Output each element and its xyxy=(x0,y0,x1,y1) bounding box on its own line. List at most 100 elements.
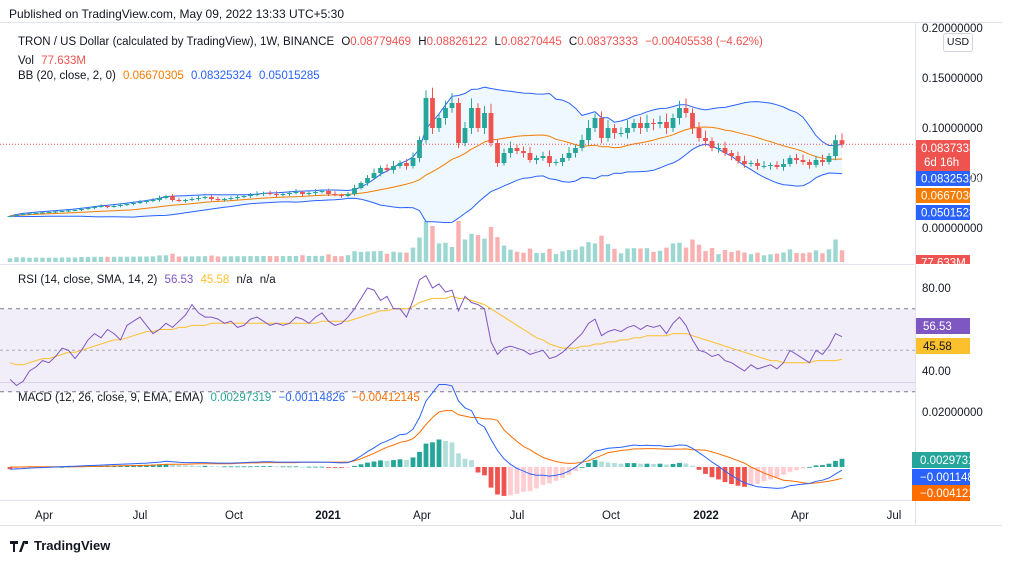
rsi-label: RSI (14, close, SMA, 14, 2) xyxy=(18,274,158,286)
macd-histogram-bar xyxy=(586,462,591,467)
macd-pane[interactable] xyxy=(7,384,845,496)
macd-histogram-bar xyxy=(540,467,546,485)
volume-label-badge: 77.633M xyxy=(921,258,966,270)
volume-legend[interactable]: Vol 77.633M xyxy=(18,55,90,67)
macd-histogram-bar xyxy=(384,460,390,467)
macd-histogram-bar xyxy=(462,458,468,468)
volume-bar xyxy=(157,255,162,262)
candle-body xyxy=(59,211,65,212)
macd-hist-label-bg xyxy=(912,452,970,468)
volume-bar xyxy=(196,256,201,262)
macd-legend[interactable]: MACD (12, 26, close, 9, EMA, EMA) 0.0029… xyxy=(18,392,424,404)
candle-body xyxy=(196,198,201,199)
tradingview-footer[interactable]: TradingView xyxy=(10,538,110,553)
macd-histogram-bar xyxy=(820,465,825,467)
macd-histogram-bar xyxy=(469,460,474,467)
rsi-tick-label: 80.00 xyxy=(922,283,951,295)
volume-bar xyxy=(579,246,585,262)
candle-body xyxy=(774,165,780,167)
bb-legend[interactable]: BB (20, close, 2, 0) 0.06670305 0.083253… xyxy=(18,70,324,82)
macd-histogram-bar xyxy=(183,465,188,467)
bb-lower-label-bg xyxy=(916,205,970,220)
time-tick-label: Jul xyxy=(510,510,525,522)
macd-histogram-bar xyxy=(358,464,364,468)
volume-bar xyxy=(53,257,58,262)
candle-body xyxy=(14,215,19,216)
macd-histogram-bar xyxy=(579,467,585,468)
volume-bar xyxy=(397,252,403,262)
candle-body xyxy=(378,168,383,173)
volume-bar xyxy=(631,248,637,262)
macd-histogram-bar xyxy=(833,460,838,467)
rsi-legend[interactable]: RSI (14, close, SMA, 14, 2) 56.53 45.58 … xyxy=(18,274,280,286)
volume-bar xyxy=(683,247,689,262)
macd-hist-value: 0.00297319 xyxy=(210,392,272,404)
time-tick-label: Oct xyxy=(225,510,244,522)
volume-bar xyxy=(228,256,234,262)
volume-bar xyxy=(553,254,559,262)
volume-bar xyxy=(7,258,13,262)
macd-histogram-bar xyxy=(787,467,793,472)
macd-histogram-bar xyxy=(839,458,845,467)
macd-histogram-bar xyxy=(443,440,448,467)
macd-histogram-bar xyxy=(488,467,494,488)
candle-body xyxy=(638,123,643,128)
chart-grid xyxy=(0,22,1002,526)
macd-histogram-bar xyxy=(475,467,481,473)
volume-bar xyxy=(742,252,747,262)
candle-body xyxy=(176,200,182,201)
candle-body xyxy=(111,206,117,207)
time-tick-label: Apr xyxy=(413,510,431,522)
main-legend[interactable]: TRON / US Dollar (calculated by TradingV… xyxy=(18,36,767,48)
volume-bar xyxy=(488,226,494,262)
price-axis[interactable]: 0.200000000.150000000.100000000.05000000… xyxy=(912,23,987,501)
volume-bar xyxy=(703,251,708,262)
volume-bar xyxy=(807,252,812,262)
volume-bar xyxy=(345,255,351,262)
candle-body xyxy=(397,163,403,166)
candle-body xyxy=(33,213,39,214)
candle-body xyxy=(365,178,370,183)
volume-bar xyxy=(280,256,286,262)
volume-bar xyxy=(293,255,299,262)
volume-bar xyxy=(709,247,715,262)
macd-histogram-bar xyxy=(748,467,754,485)
candle-body xyxy=(755,163,760,166)
candle-body xyxy=(839,140,845,145)
macd-histogram-bar xyxy=(293,466,299,468)
rsi-na-1: n/a xyxy=(236,274,253,286)
macd-histogram-bar xyxy=(670,464,676,467)
macd-histogram-bar xyxy=(365,462,370,467)
candle-body xyxy=(729,153,734,156)
volume-bar xyxy=(131,256,136,262)
candle-body xyxy=(287,193,292,194)
open-value: 0.08779469 xyxy=(350,36,412,48)
candle-body xyxy=(150,200,156,201)
volume-bar xyxy=(534,253,539,262)
macd-histogram-bar xyxy=(560,467,565,478)
volume-bar xyxy=(443,242,448,262)
candle-body xyxy=(319,191,325,192)
currency-button[interactable]: USD xyxy=(943,33,973,52)
macd-histogram-bar xyxy=(306,466,312,468)
volume-bar xyxy=(664,247,669,262)
macd-histogram-bar xyxy=(716,467,721,480)
macd-histogram-bar xyxy=(352,465,357,467)
macd-histogram-bar xyxy=(202,465,208,467)
rsi-pane[interactable] xyxy=(0,274,915,393)
macd-histogram-bar xyxy=(371,461,377,467)
candle-body xyxy=(482,113,487,128)
rsi-sma-line xyxy=(9,295,843,366)
candle-body xyxy=(657,122,663,124)
rsi-value: 56.53 xyxy=(164,274,194,286)
macd-histogram-bar xyxy=(248,466,253,468)
macd-line-value: −0.00114826 xyxy=(278,392,346,404)
price-pane[interactable] xyxy=(0,86,915,262)
volume-bar xyxy=(378,250,383,262)
macd-histogram-bar xyxy=(501,467,507,496)
candle-body xyxy=(261,193,266,194)
time-axis[interactable]: Apr Jul Oct 2021 Apr Jul Oct 2022 Apr Jul xyxy=(35,510,901,522)
volume-bar xyxy=(189,256,195,262)
macd-histogram-bar xyxy=(436,439,442,467)
